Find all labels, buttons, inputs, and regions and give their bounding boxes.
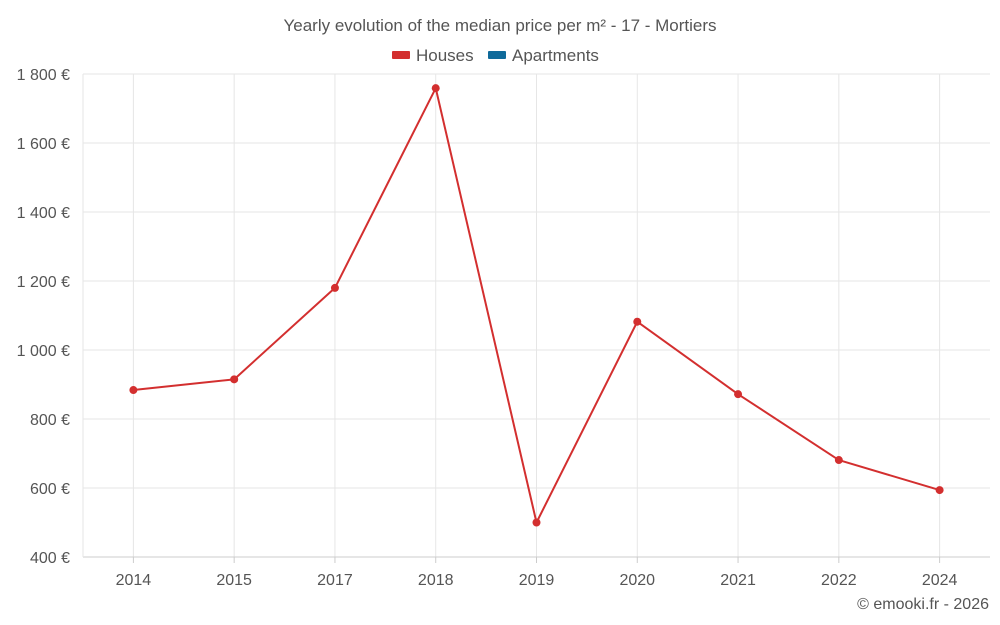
chart-title: Yearly evolution of the median price per… — [283, 16, 716, 35]
y-tick-label: 600 € — [30, 481, 70, 498]
x-tick-label: 2019 — [519, 572, 555, 589]
data-point-2020[interactable] — [633, 317, 642, 326]
y-axis-ticks: 400 € 600 € 800 € 1 000 € 1 200 € 1 400 € 1 60… — [17, 67, 70, 567]
y-tick-label: 1 400 € — [17, 205, 70, 222]
x-tick-label: 2015 — [216, 572, 252, 589]
y-tick-label: 800 € — [30, 412, 70, 429]
data-point-2021[interactable] — [734, 390, 743, 399]
series-houses — [129, 84, 944, 527]
data-point-2015[interactable] — [230, 375, 239, 384]
x-tick-label: 2014 — [116, 572, 152, 589]
y-tick-label: 1 600 € — [17, 136, 70, 153]
chart-legend: Houses Apartments — [392, 46, 599, 65]
x-tick-label: 2024 — [922, 572, 958, 589]
y-tick-label: 1 800 € — [17, 67, 70, 84]
x-tick-label: 2018 — [418, 572, 454, 589]
legend-item-houses[interactable]: Houses — [392, 46, 474, 65]
credit-text: © emooki.fr - 2026 — [857, 596, 989, 613]
y-tick-label: 1 200 € — [17, 274, 70, 291]
legend-label-houses: Houses — [416, 46, 474, 65]
data-point-2017[interactable] — [330, 283, 339, 292]
y-tick-label: 1 000 € — [17, 343, 70, 360]
x-axis-ticks: 2014 2015 2017 2018 2019 2020 2021 2022 2024 — [116, 572, 958, 589]
axes — [82, 74, 990, 563]
x-tick-label: 2017 — [317, 572, 353, 589]
data-point-2019[interactable] — [532, 518, 541, 527]
grid-lines — [83, 73, 990, 557]
x-tick-label: 2021 — [720, 572, 756, 589]
legend-swatch-apartments — [488, 51, 506, 59]
legend-swatch-houses — [392, 51, 410, 59]
data-point-2018[interactable] — [431, 84, 440, 93]
data-point-2014[interactable] — [129, 386, 138, 395]
data-point-2022[interactable] — [834, 456, 843, 465]
legend-item-apartments[interactable]: Apartments — [488, 46, 599, 65]
data-point-2024[interactable] — [935, 486, 944, 495]
y-tick-label: 400 € — [30, 550, 70, 567]
legend-label-apartments: Apartments — [512, 46, 599, 65]
x-tick-label: 2020 — [619, 572, 655, 589]
x-tick-label: 2022 — [821, 572, 857, 589]
